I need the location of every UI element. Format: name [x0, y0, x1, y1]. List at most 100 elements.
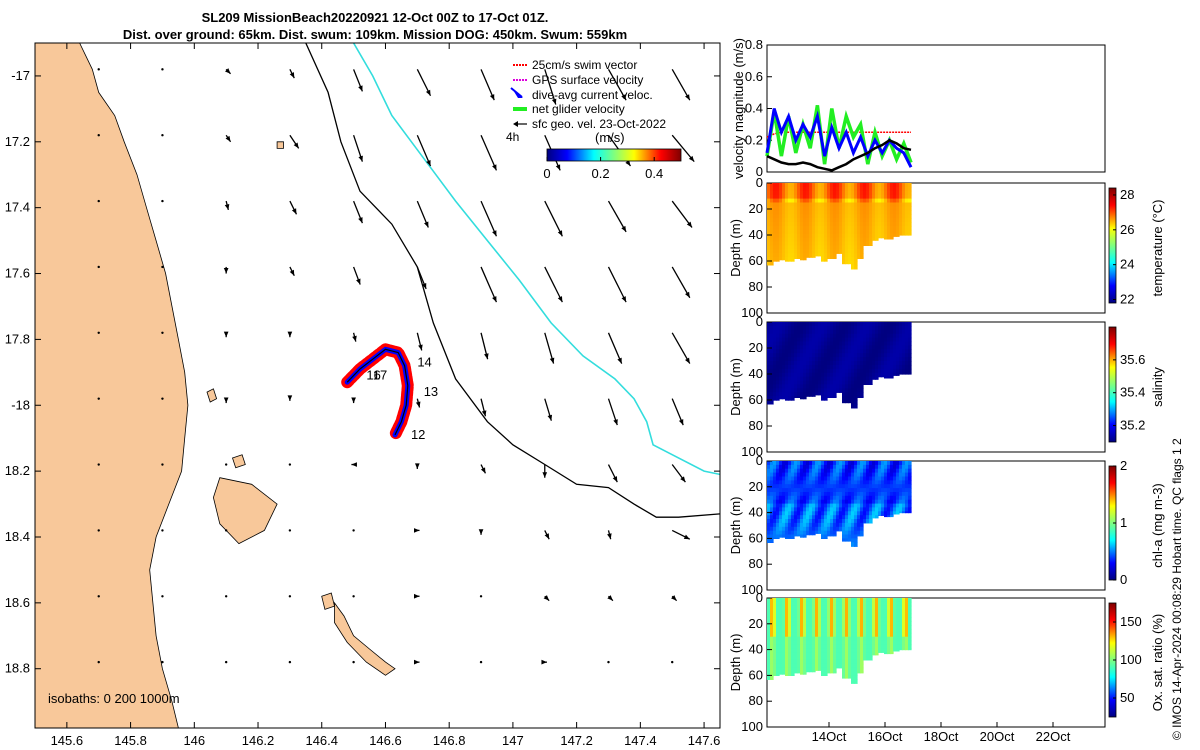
section-cell-1 — [824, 361, 828, 366]
section-cell-2 — [902, 488, 906, 493]
section-cell-1 — [899, 357, 903, 362]
section-cell-3 — [872, 648, 876, 653]
section-cell-1 — [779, 337, 783, 343]
section-cell-2 — [794, 526, 798, 532]
section-cell-0 — [896, 225, 900, 231]
section-cell-1 — [902, 341, 906, 346]
section-cell-2 — [824, 464, 828, 470]
section-cell-0 — [857, 218, 861, 223]
section-cell-3 — [806, 629, 810, 634]
section-cell-0 — [767, 225, 771, 231]
section-cell-2 — [830, 464, 834, 470]
geo-vector-head-2-4 — [358, 217, 363, 224]
section-cell-1 — [803, 357, 807, 362]
section-cell-1 — [812, 376, 816, 382]
section-cell-0 — [848, 183, 852, 188]
section-cell-2 — [839, 522, 843, 528]
section-cell-0 — [830, 206, 834, 211]
section-cell-2 — [800, 461, 804, 466]
section-cell-1 — [881, 345, 885, 350]
section-cell-0 — [872, 233, 876, 239]
section-cell-1 — [818, 345, 822, 350]
section-cell-3 — [767, 656, 771, 661]
geo-vector-head-7-7 — [544, 533, 550, 540]
section-cell-3 — [794, 656, 798, 661]
section-cell-1 — [839, 349, 843, 354]
section-cell-3 — [791, 617, 795, 622]
section-cell-0 — [800, 237, 804, 243]
section-cell-0 — [878, 214, 882, 219]
section-cell-0 — [773, 218, 777, 223]
section-cell-1 — [872, 345, 876, 350]
section-cell-0 — [818, 245, 822, 250]
section-cell-2 — [869, 480, 873, 485]
section-cell-0 — [896, 218, 900, 223]
section-cell-1 — [893, 353, 897, 358]
section-cell-1 — [863, 333, 867, 339]
section-cell-2 — [818, 480, 822, 485]
section-cell-0 — [854, 198, 858, 204]
section-cell-0 — [887, 202, 891, 207]
section-cell-0 — [791, 214, 795, 219]
section-cell-0 — [809, 225, 813, 231]
section-cell-0 — [851, 268, 855, 270]
section-cell-3 — [836, 613, 840, 618]
section-cell-2 — [794, 461, 798, 466]
section-cell-2 — [785, 526, 789, 532]
section-cell-3 — [854, 652, 858, 657]
island-0 — [334, 601, 396, 676]
section-cell-3 — [788, 625, 792, 630]
section-cell-2 — [815, 503, 819, 509]
section-cell-2 — [776, 472, 780, 478]
section-cell-1 — [875, 376, 879, 380]
section-cell-1 — [893, 333, 897, 339]
section-cell-3 — [854, 598, 858, 603]
section-cell-0 — [803, 202, 807, 207]
section-cell-0 — [815, 186, 819, 192]
section-cell-1 — [899, 337, 903, 343]
section-cell-2 — [818, 488, 822, 493]
section-cell-1 — [782, 357, 786, 362]
section-cell-1 — [878, 325, 882, 331]
section-cell-1 — [785, 329, 789, 335]
section-cell-3 — [770, 640, 774, 646]
section-cell-1 — [827, 329, 831, 335]
geo-vector-4-8 — [607, 332, 623, 364]
section-cell-0 — [908, 202, 912, 207]
section-cell-3 — [788, 663, 792, 669]
section-cell-1 — [854, 353, 858, 358]
section-cell-0 — [839, 198, 843, 204]
section-cell-2 — [815, 461, 819, 466]
section-cell-0 — [884, 214, 888, 219]
map-panel: 145.6 145.8 146 146.2 146.4 146.6 146.8 147 147.… — [5, 42, 721, 748]
section-cell-3 — [878, 617, 882, 622]
section-cell-0 — [848, 202, 852, 207]
section-cell-2 — [794, 464, 798, 470]
section-cell-2 — [800, 480, 804, 485]
section-cell-3 — [812, 648, 816, 653]
section-cell-2 — [779, 499, 783, 505]
section-cell-2 — [842, 499, 846, 505]
section-cell-3 — [878, 605, 882, 611]
section-cell-3 — [833, 613, 837, 618]
section-cell-1 — [875, 368, 879, 374]
section-cell-2 — [770, 530, 774, 536]
section-cell-0 — [812, 257, 816, 258]
section-cell-1 — [821, 322, 825, 327]
section-cell-0 — [863, 210, 867, 215]
section-cell-2 — [899, 488, 903, 493]
section-cell-1 — [812, 396, 816, 397]
section-cell-3 — [878, 601, 882, 607]
section-cell-1 — [842, 349, 846, 354]
section-cell-0 — [890, 210, 894, 215]
section-cell-2 — [887, 515, 891, 518]
section-cell-0 — [806, 198, 810, 204]
section-cell-2 — [821, 503, 825, 509]
section-cell-0 — [887, 186, 891, 192]
section-cell-3 — [785, 621, 789, 626]
section-cell-1 — [797, 345, 801, 350]
section-cell-2 — [791, 472, 795, 478]
section-cell-0 — [848, 206, 852, 211]
section-cell-1 — [809, 380, 813, 385]
section-cell-0 — [782, 245, 786, 250]
